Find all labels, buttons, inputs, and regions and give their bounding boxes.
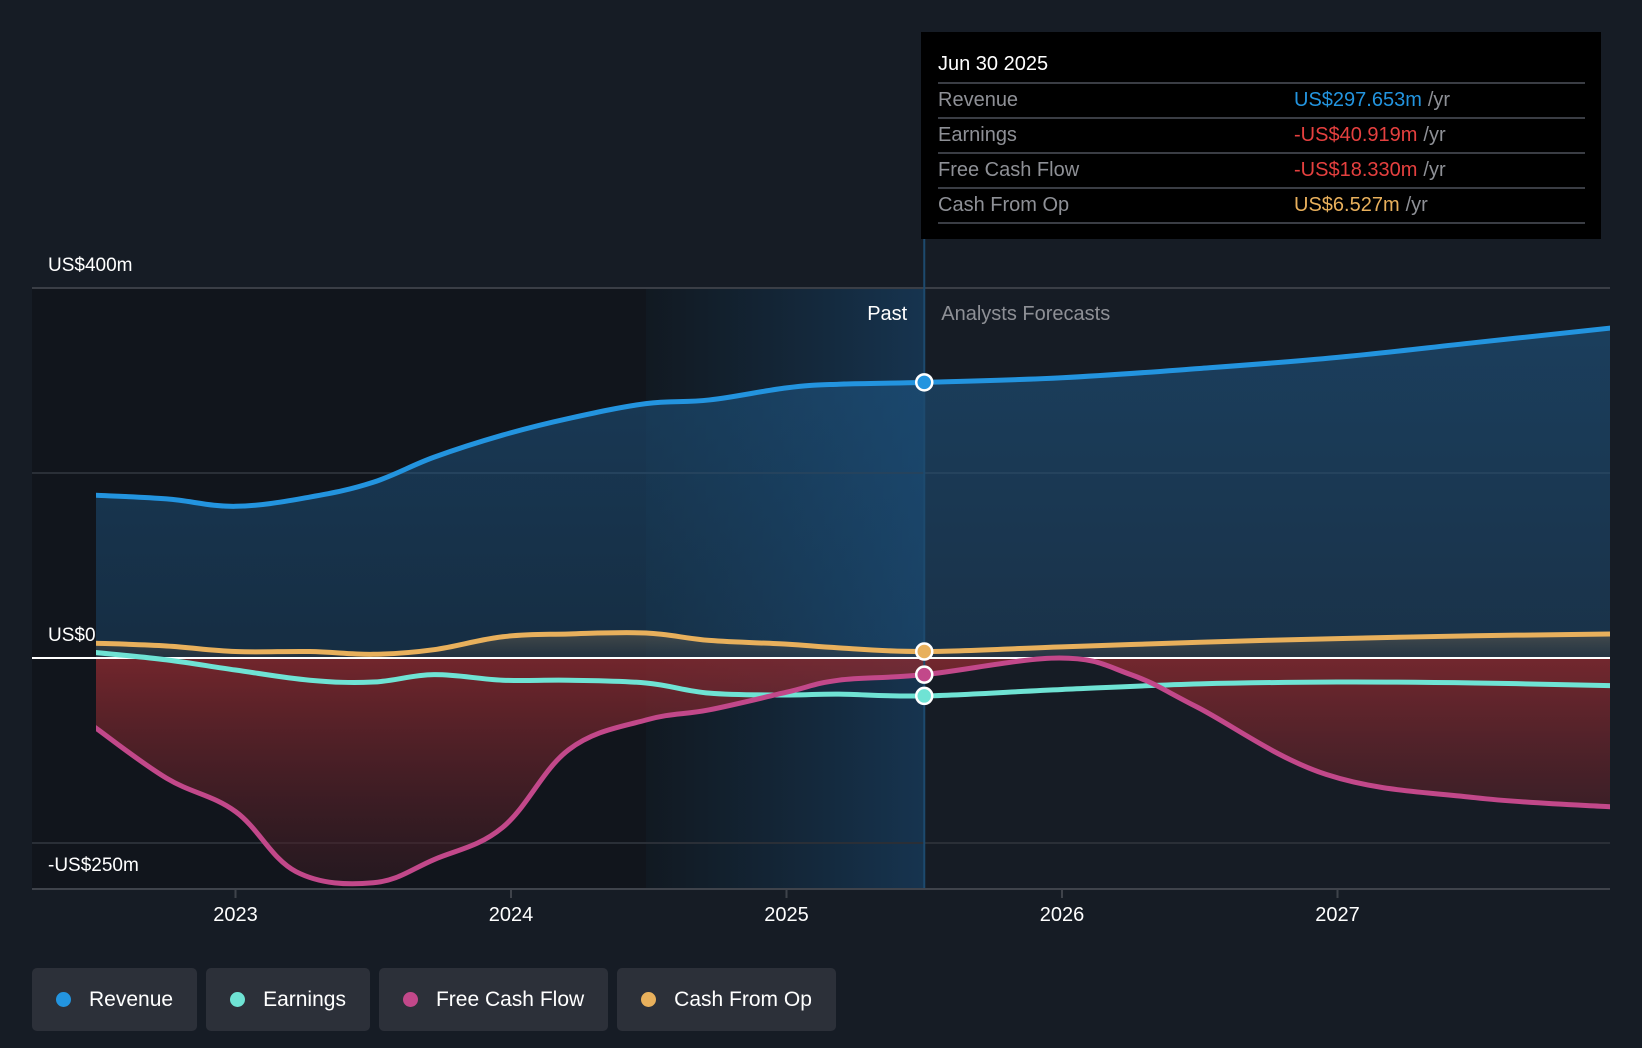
tooltip-value: US$6.527m [1294,194,1400,216]
legend: Revenue Earnings Free Cash Flow Cash Fro… [32,968,836,1031]
free-cash-flow-line [96,655,1610,887]
legend-label: Free Cash Flow [435,987,585,1011]
earnings-marker [915,686,934,706]
revenue-marker [915,373,934,392]
tooltip-unit: /yr [1423,159,1446,181]
legend-label: Revenue [89,987,174,1011]
legend-item-earnings[interactable]: Earnings [206,968,370,1031]
legend-label: Cash From Op [674,987,812,1011]
tooltip-unit: /yr [1405,194,1428,216]
revenue-area [96,328,1610,658]
tooltip-label: Earnings [938,124,1017,146]
tooltip-unit: /yr [1427,89,1451,111]
legend-dot-icon [56,992,71,1007]
y-axis-label: US$400m [48,255,133,276]
x-tick-label: 2025 [764,904,809,926]
tooltip-value: -US$40.919m [1294,124,1418,146]
cash-from-op-area [96,632,1610,658]
free-cash-flow-marker [915,665,934,684]
tooltip-label: Free Cash Flow [938,159,1080,181]
x-tick-label: 2026 [1040,904,1085,926]
tooltip-date: Jun 30 2025 [938,46,1585,84]
tooltip-label: Revenue [938,89,1019,111]
y-axis-label: US$0 [48,625,96,646]
earnings-line [96,650,1610,699]
cash-from-op-line [96,630,1610,657]
legend-item-cash-from-op[interactable]: Cash From Op [617,968,836,1031]
tooltip-label: Cash From Op [938,194,1070,216]
revenue-line [96,325,1610,509]
tooltip: Jun 30 2025 Revenue US$297.653m /yr Earn… [921,32,1601,239]
legend-item-free-cash-flow[interactable]: Free Cash Flow [378,968,609,1031]
free-cash-flow-area [96,658,1610,884]
cash-from-op-marker [915,642,934,661]
legend-dot-icon [402,992,418,1007]
tooltip-value: US$297.653m [1294,89,1422,111]
legend-dot-icon [641,992,657,1007]
legend-label: Earnings [263,987,346,1011]
legend-item-revenue[interactable]: Revenue [32,968,198,1031]
y-axis-label: -US$250m [48,855,139,876]
legend-dot-icon [230,992,246,1007]
forecast-label: Analysts Forecasts [941,303,1110,325]
x-tick-label: 2024 [489,904,534,926]
tooltip-row-cash-from-op: Cash From Op US$6.527m /yr [938,189,1585,224]
x-tick-label: 2027 [1315,904,1360,926]
tooltip-row-earnings: Earnings -US$40.919m /yr [938,119,1585,154]
past-label: Past [867,303,907,325]
tooltip-row-revenue: Revenue US$297.653m /yr [938,84,1585,119]
tooltip-value: -US$18.330m [1294,159,1418,181]
tooltip-unit: /yr [1423,124,1446,146]
tooltip-row-free-cash-flow: Free Cash Flow -US$18.330m /yr [938,154,1585,189]
x-tick-label: 2023 [213,904,258,926]
